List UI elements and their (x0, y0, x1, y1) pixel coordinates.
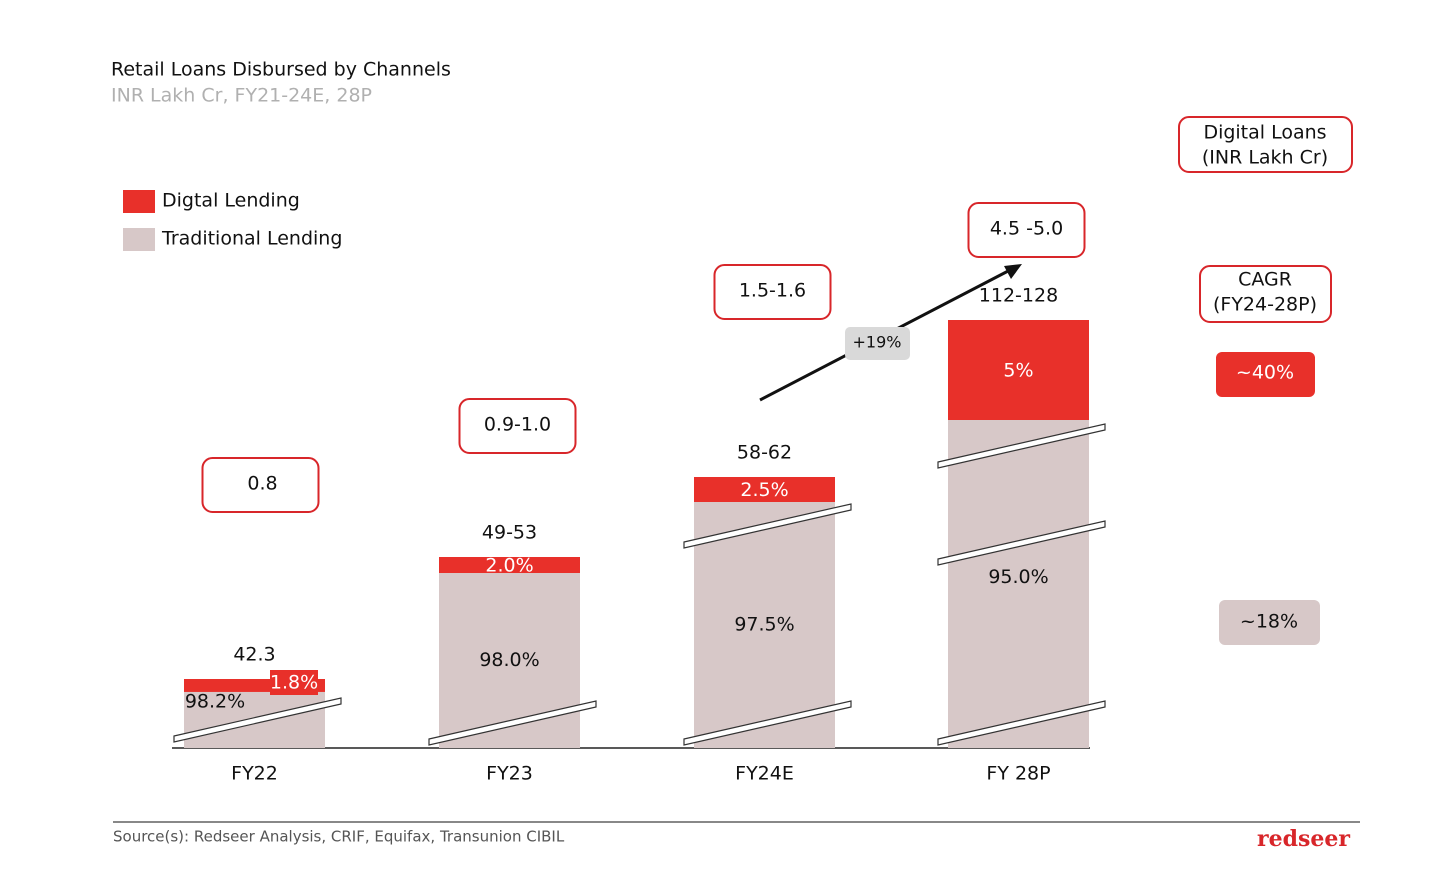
bar-segment (439, 557, 580, 573)
digital-loans-box (713, 264, 832, 320)
axis-break (173, 697, 342, 743)
axis-break (683, 700, 852, 746)
value-label: 2.5% (740, 479, 788, 501)
digital-loans-label: 0.8 (247, 473, 277, 495)
logo: redseer (1257, 826, 1350, 852)
legend-swatch (123, 228, 155, 251)
chart-subtitle: INR Lakh Cr, FY21-24E, 28P (111, 85, 372, 107)
x-tick-label: FY23 (486, 763, 533, 785)
x-tick-label: FY24E (735, 763, 794, 785)
total-label: 112-128 (979, 285, 1058, 307)
digital-loans-label: 1.5-1.6 (739, 280, 806, 302)
digital-loans-box (201, 457, 320, 513)
legend-swatch (123, 190, 155, 213)
panel-header: Digital Loans (1203, 122, 1326, 144)
legend-label: Traditional Lending (161, 228, 342, 250)
source: Source(s): Redseer Analysis, CRIF, Equif… (113, 828, 565, 846)
legend: Digtal Lending Traditional Lending (123, 190, 342, 251)
panel-header-box (1178, 116, 1353, 173)
digital-loans-label: 4.5 -5.0 (990, 218, 1063, 240)
total-label: 42.3 (233, 644, 275, 666)
bar-segment (948, 320, 1089, 420)
panel-header: (INR Lakh Cr) (1202, 147, 1328, 169)
traditional-cagr-box (1219, 600, 1320, 645)
cagr-header: CAGR (1238, 269, 1292, 291)
value-label: 2.0% (485, 555, 533, 577)
label-box (270, 670, 318, 695)
value-label: 95.0% (988, 566, 1048, 588)
digital-cagr-box (1216, 352, 1315, 397)
axis-break (937, 700, 1106, 746)
digital-loans-box (458, 398, 577, 454)
bar-segment (694, 502, 835, 748)
cagr-header-box (1199, 265, 1332, 323)
x-tick-label: FY22 (231, 763, 278, 785)
bar-segment (694, 477, 835, 502)
growth-box (845, 327, 910, 360)
x-tick-label: FY 28P (986, 763, 1050, 785)
bar-segment (439, 573, 580, 748)
value-label: 98.0% (479, 649, 539, 671)
value-label: 98.2% (185, 691, 245, 713)
traditional-cagr: ~18% (1240, 611, 1298, 633)
chart-title: Retail Loans Disbursed by Channels (111, 59, 451, 81)
value-label: 1.8% (270, 672, 318, 694)
cagr-header: (FY24-28P) (1213, 294, 1317, 316)
axis-break (937, 520, 1106, 566)
axis-break (937, 423, 1106, 469)
value-label: 97.5% (734, 614, 794, 636)
axis-break (683, 503, 852, 549)
axis-break (428, 700, 597, 746)
digital-loans-label: 0.9-1.0 (484, 414, 551, 436)
digital-loans-box (967, 202, 1086, 258)
total-label: 58-62 (737, 442, 792, 464)
growth-label: +19% (853, 333, 902, 352)
total-label: 49-53 (482, 522, 537, 544)
digital-cagr: ~40% (1236, 362, 1294, 384)
bar-segment (948, 420, 1089, 748)
legend-label: Digtal Lending (162, 190, 300, 212)
value-label: 5% (1003, 360, 1033, 382)
arrow-head (1004, 264, 1022, 279)
